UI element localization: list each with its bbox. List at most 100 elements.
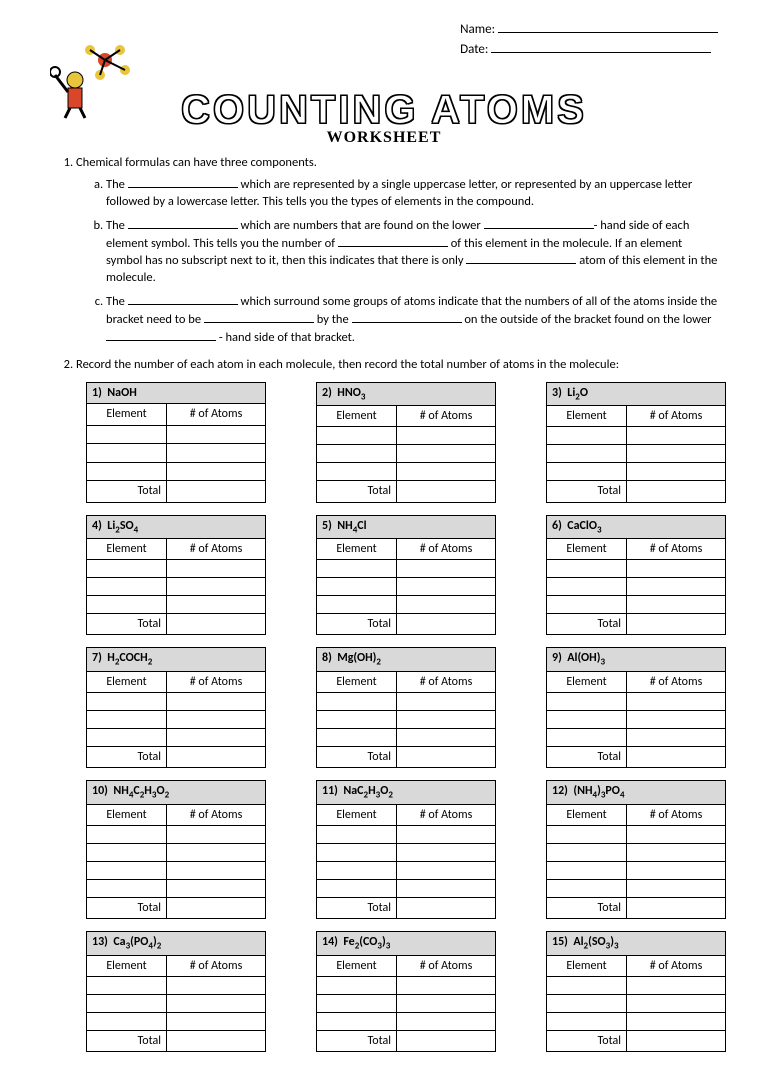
element-cell[interactable] <box>87 444 167 462</box>
q1b-blank1[interactable] <box>128 217 238 229</box>
atoms-cell[interactable] <box>397 1012 496 1030</box>
element-cell[interactable] <box>317 880 397 898</box>
element-cell[interactable] <box>87 862 167 880</box>
element-cell[interactable] <box>87 1012 167 1030</box>
element-cell[interactable] <box>547 729 627 747</box>
element-cell[interactable] <box>87 596 167 614</box>
total-cell[interactable] <box>397 614 496 635</box>
total-cell[interactable] <box>627 481 726 502</box>
total-cell[interactable] <box>167 1030 266 1051</box>
element-cell[interactable] <box>547 844 627 862</box>
atoms-cell[interactable] <box>397 994 496 1012</box>
q1b-blank4[interactable] <box>466 252 576 264</box>
element-cell[interactable] <box>87 425 167 443</box>
element-cell[interactable] <box>317 560 397 578</box>
element-cell[interactable] <box>317 844 397 862</box>
atoms-cell[interactable] <box>627 427 726 445</box>
element-cell[interactable] <box>317 994 397 1012</box>
total-cell[interactable] <box>627 614 726 635</box>
q1c-blank3[interactable] <box>352 311 462 323</box>
atoms-cell[interactable] <box>397 862 496 880</box>
element-cell[interactable] <box>317 711 397 729</box>
q1c-blank2[interactable] <box>204 311 314 323</box>
total-cell[interactable] <box>397 1030 496 1051</box>
element-cell[interactable] <box>317 862 397 880</box>
element-cell[interactable] <box>87 693 167 711</box>
atoms-cell[interactable] <box>167 844 266 862</box>
element-cell[interactable] <box>317 826 397 844</box>
atoms-cell[interactable] <box>627 862 726 880</box>
atoms-cell[interactable] <box>627 463 726 481</box>
atoms-cell[interactable] <box>167 425 266 443</box>
atoms-cell[interactable] <box>627 578 726 596</box>
element-cell[interactable] <box>317 463 397 481</box>
element-cell[interactable] <box>317 1012 397 1030</box>
atoms-cell[interactable] <box>627 445 726 463</box>
total-cell[interactable] <box>627 747 726 768</box>
element-cell[interactable] <box>547 880 627 898</box>
element-cell[interactable] <box>87 711 167 729</box>
atoms-cell[interactable] <box>167 693 266 711</box>
element-cell[interactable] <box>87 729 167 747</box>
atoms-cell[interactable] <box>627 994 726 1012</box>
atoms-cell[interactable] <box>167 462 266 480</box>
atoms-cell[interactable] <box>627 729 726 747</box>
atoms-cell[interactable] <box>167 1012 266 1030</box>
element-cell[interactable] <box>547 578 627 596</box>
atoms-cell[interactable] <box>627 844 726 862</box>
element-cell[interactable] <box>87 844 167 862</box>
atoms-cell[interactable] <box>397 445 496 463</box>
atoms-cell[interactable] <box>627 693 726 711</box>
atoms-cell[interactable] <box>167 826 266 844</box>
atoms-cell[interactable] <box>397 880 496 898</box>
atoms-cell[interactable] <box>167 444 266 462</box>
element-cell[interactable] <box>547 994 627 1012</box>
atoms-cell[interactable] <box>397 729 496 747</box>
q1c-blank4[interactable] <box>106 329 216 341</box>
atoms-cell[interactable] <box>397 578 496 596</box>
element-cell[interactable] <box>547 711 627 729</box>
atoms-cell[interactable] <box>627 880 726 898</box>
atoms-cell[interactable] <box>397 463 496 481</box>
element-cell[interactable] <box>547 445 627 463</box>
atoms-cell[interactable] <box>627 596 726 614</box>
atoms-cell[interactable] <box>167 578 266 596</box>
name-input-line[interactable] <box>498 32 718 33</box>
q1c-blank1[interactable] <box>128 293 238 305</box>
total-cell[interactable] <box>167 480 266 502</box>
atoms-cell[interactable] <box>627 711 726 729</box>
element-cell[interactable] <box>547 1012 627 1030</box>
total-cell[interactable] <box>627 898 726 919</box>
atoms-cell[interactable] <box>167 729 266 747</box>
element-cell[interactable] <box>317 976 397 994</box>
atoms-cell[interactable] <box>397 693 496 711</box>
element-cell[interactable] <box>547 976 627 994</box>
total-cell[interactable] <box>167 747 266 768</box>
element-cell[interactable] <box>87 578 167 596</box>
atoms-cell[interactable] <box>397 560 496 578</box>
element-cell[interactable] <box>547 862 627 880</box>
atoms-cell[interactable] <box>627 560 726 578</box>
atoms-cell[interactable] <box>167 880 266 898</box>
element-cell[interactable] <box>87 976 167 994</box>
q1a-blank[interactable] <box>128 176 238 188</box>
element-cell[interactable] <box>317 445 397 463</box>
element-cell[interactable] <box>547 693 627 711</box>
total-cell[interactable] <box>167 614 266 635</box>
total-cell[interactable] <box>397 747 496 768</box>
atoms-cell[interactable] <box>397 711 496 729</box>
atoms-cell[interactable] <box>397 596 496 614</box>
atoms-cell[interactable] <box>397 844 496 862</box>
element-cell[interactable] <box>547 596 627 614</box>
total-cell[interactable] <box>627 1030 726 1051</box>
atoms-cell[interactable] <box>167 596 266 614</box>
atoms-cell[interactable] <box>167 994 266 1012</box>
element-cell[interactable] <box>87 560 167 578</box>
atoms-cell[interactable] <box>397 826 496 844</box>
atoms-cell[interactable] <box>627 1012 726 1030</box>
total-cell[interactable] <box>167 898 266 919</box>
element-cell[interactable] <box>317 427 397 445</box>
atoms-cell[interactable] <box>167 711 266 729</box>
element-cell[interactable] <box>547 427 627 445</box>
atoms-cell[interactable] <box>167 862 266 880</box>
